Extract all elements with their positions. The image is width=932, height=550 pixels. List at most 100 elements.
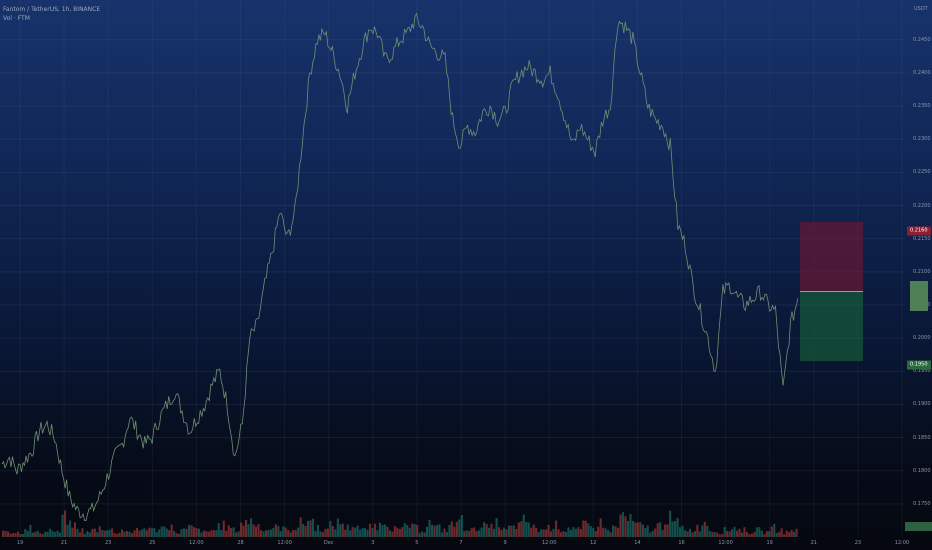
position-stop-zone[interactable] (800, 291, 863, 361)
volume-bar (130, 533, 133, 537)
volume-bar (592, 527, 595, 537)
volume-bar (324, 528, 327, 537)
volume-bar (36, 530, 39, 537)
volume-bar (535, 527, 538, 537)
price-tick: 0.1800 (913, 467, 931, 474)
volume-bar (629, 514, 632, 537)
volume-bar (574, 528, 577, 537)
volume-bar (391, 531, 394, 537)
volume-bar (46, 531, 49, 537)
volume-bar (329, 520, 332, 537)
volume-bar (59, 532, 62, 537)
volume-bar (252, 524, 255, 537)
volume-bar (354, 527, 357, 537)
volume-bar (78, 532, 81, 537)
volume-bar (530, 527, 533, 537)
volume-bar (376, 530, 379, 537)
volume-bar (386, 526, 389, 537)
volume-bar (312, 518, 315, 537)
volume-bar (614, 526, 617, 537)
stop-price-label: 0.1950 (907, 360, 931, 370)
volume-bar (517, 522, 520, 537)
volume-bar (88, 532, 91, 537)
volume-bar (212, 530, 215, 537)
volume-bar (552, 528, 555, 537)
volume-bar (607, 530, 610, 537)
volume-bar (701, 525, 704, 537)
position-entry-line[interactable] (800, 291, 863, 292)
volume-bar (336, 518, 339, 537)
volume-bar (691, 532, 694, 537)
time-tick: 9 (503, 540, 507, 546)
volume-bar (438, 524, 441, 537)
volume-bar (460, 515, 463, 537)
volume-bar (289, 532, 292, 537)
volume-bar (398, 529, 401, 537)
volume-bar (302, 524, 305, 537)
volume-bar (351, 526, 354, 537)
volume-bar (758, 527, 761, 537)
price-tick: 0.2150 (913, 235, 931, 242)
price-axis[interactable]: USDT 0.2450 0.2400 0.2350 0.2300 0.2250 0.220… (905, 0, 932, 537)
volume-bar (34, 531, 37, 537)
volume-bar (413, 524, 416, 537)
volume-bar (364, 528, 367, 537)
volume-bar (173, 530, 176, 537)
volume-bar (542, 529, 545, 537)
volume-bar (604, 528, 607, 537)
volume-bar (314, 531, 317, 537)
volume-bar (76, 529, 79, 537)
volume-bar (374, 523, 377, 537)
volume-bar (723, 527, 726, 537)
volume-bar (661, 530, 664, 537)
volume-bar (773, 523, 776, 537)
volume-bar (287, 529, 290, 537)
time-tick: 5 (415, 540, 419, 546)
time-tick: 25 (149, 540, 156, 546)
volume-bar (753, 531, 756, 537)
volume-bar (713, 532, 716, 537)
volume-bar (502, 527, 505, 537)
volume-bar (495, 518, 498, 537)
time-tick: 21 (60, 540, 68, 546)
volume-bar (19, 534, 22, 537)
volume-bar (688, 528, 691, 537)
auto-scale-button[interactable] (905, 522, 932, 531)
volume-bar (731, 529, 734, 537)
volume-bar (225, 530, 228, 537)
volume-bar (589, 526, 592, 537)
volume-bar (750, 533, 753, 537)
volume-bar (232, 527, 235, 537)
volume-bar (706, 525, 709, 537)
volume-legend[interactable]: Vol · FTM (3, 15, 30, 22)
price-tick: 0.2350 (913, 103, 931, 110)
volume-bar (86, 531, 89, 537)
volume-bar (138, 530, 141, 537)
volume-bar (681, 525, 684, 537)
time-tick: 12:00 (718, 540, 733, 546)
volume-bar (257, 524, 260, 537)
volume-bar (450, 521, 453, 537)
volume-bar (202, 530, 205, 537)
volume-bar (545, 529, 548, 537)
volume-bar (299, 517, 302, 537)
price-chart[interactable] (0, 0, 905, 537)
time-tick: 12:00 (541, 540, 557, 546)
volume-bar (341, 523, 344, 537)
volume-bar (666, 524, 669, 537)
volume-bar (636, 522, 639, 537)
position-target-zone[interactable] (800, 222, 863, 291)
volume-bar (190, 525, 193, 537)
volume-bar (567, 527, 570, 537)
volume-bar (128, 531, 131, 537)
symbol-legend[interactable]: Fantom / TetherUS, 1h, BINANCE (3, 6, 101, 13)
volume-bar (331, 526, 334, 537)
volume-bar (783, 534, 786, 537)
time-axis[interactable]: 19 21 23 25 12:00 28 12:00 Dec 3 5 7 9 12:00 12 14 16 12… (0, 537, 932, 550)
volume-bar (738, 528, 741, 537)
volume-bar (403, 523, 406, 537)
volume-bar (453, 526, 456, 537)
volume-bar (150, 528, 153, 537)
volume-bar (73, 522, 76, 537)
volume-bar (309, 520, 312, 537)
